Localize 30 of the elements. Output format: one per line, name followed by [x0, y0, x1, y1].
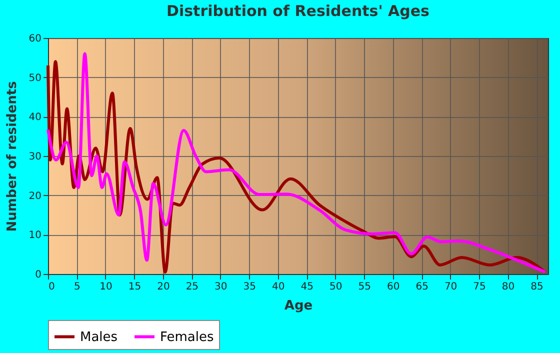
- x-tick-label: 40: [272, 282, 285, 292]
- y-tick-label: 30: [28, 152, 42, 162]
- x-tick-label: 0: [48, 282, 55, 292]
- x-tick-label: 70: [444, 282, 458, 292]
- y-tick-label: 50: [28, 72, 42, 84]
- y-tick-label: 60: [28, 34, 42, 44]
- x-tick-label: 80: [502, 282, 515, 292]
- legend-label: Females: [160, 330, 214, 345]
- x-tick-label: 15: [128, 282, 142, 292]
- x-tick-label: 45: [300, 282, 314, 292]
- x-tick-label: 55: [358, 282, 371, 292]
- y-tick-label: 10: [28, 230, 42, 242]
- x-tick-label: 60: [386, 282, 400, 292]
- y-tick-label: 40: [28, 112, 42, 124]
- x-tick-label: 25: [186, 282, 199, 292]
- x-tick-label: 50: [329, 282, 342, 292]
- x-tick-label: 65: [416, 282, 428, 292]
- x-axis-title: Age: [284, 298, 313, 314]
- chart-title: Distribution of Residents' Ages: [166, 2, 430, 20]
- x-tick-label: 10: [100, 282, 112, 292]
- y-tick-label: 20: [28, 190, 42, 202]
- x-tick-label: 75: [473, 282, 486, 292]
- x-tick-label: 85: [530, 282, 544, 292]
- x-tick-label: 35: [243, 282, 256, 292]
- x-tick-label: 20: [157, 282, 170, 292]
- x-tick-label: 5: [74, 282, 80, 292]
- x-tick-label: 30: [214, 282, 228, 292]
- y-axis-title: Number of residents: [4, 80, 20, 232]
- legend-label: Males: [80, 330, 118, 345]
- y-tick-label: 0: [35, 270, 42, 280]
